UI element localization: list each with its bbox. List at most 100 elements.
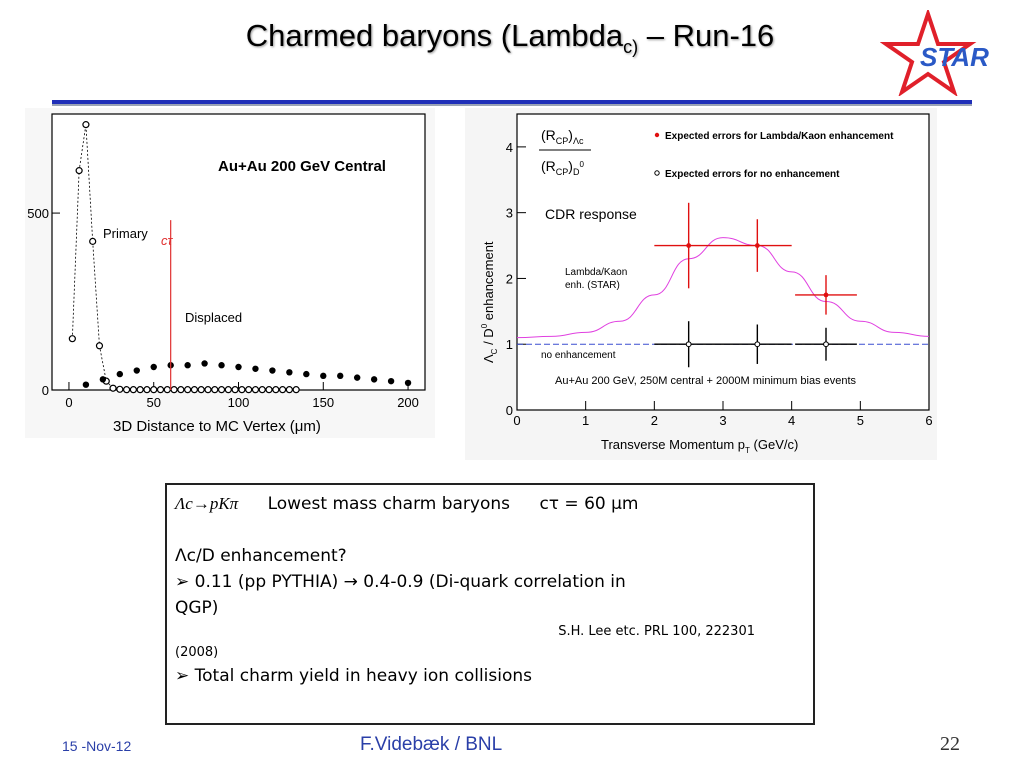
notes-line-qgp: QGP) xyxy=(175,598,219,618)
left-plot-title: Au+Au 200 GeV Central xyxy=(218,158,386,175)
left-y-tick-label: 0 xyxy=(42,383,49,398)
notes-line-decay: Λc→pKπ Lowest mass charm baryons cτ = 60… xyxy=(175,491,805,517)
right-x-tick-label: 0 xyxy=(513,413,520,428)
title-end: – Run-16 xyxy=(638,18,775,53)
right-x-tick-label: 4 xyxy=(788,413,795,428)
displaced-point xyxy=(201,360,208,367)
decay-ctau: cτ = 60 μm xyxy=(539,494,639,514)
notes-line-pythia: ➢ 0.11 (pp PYTHIA) → 0.4-0.9 (Di-quark c… xyxy=(175,572,626,592)
right-x-tick-label: 2 xyxy=(651,413,658,428)
primary-point xyxy=(292,386,300,394)
right-plot: 0 1 2 3 4 5 6 0 1 2 3 4 (RCP)Λc (RCP)D0 Expected er… xyxy=(480,113,933,455)
legend-open-marker xyxy=(654,170,660,176)
notes-reference: S.H. Lee etc. PRL 100, 222301 xyxy=(558,624,755,639)
legend-open-label: Expected errors for no enhancement xyxy=(665,169,840,180)
right-plot-frame xyxy=(516,113,930,411)
footer-page-number: 22 xyxy=(940,733,960,755)
displaced-point xyxy=(218,362,225,369)
lambda-kaon-curve xyxy=(516,237,930,339)
primary-point xyxy=(75,167,83,175)
no-enhancement-point xyxy=(685,341,692,348)
primary-point xyxy=(89,237,97,245)
legend-red-label: Expected errors for Lambda/Kaon enhancem… xyxy=(665,131,894,142)
primary-point xyxy=(136,386,144,394)
primary-point xyxy=(204,386,212,394)
primary-point xyxy=(285,386,293,394)
primary-point xyxy=(278,386,287,394)
lambda-kaon-point xyxy=(754,243,760,248)
ratio-denominator: (RCP)D0 xyxy=(541,158,584,177)
primary-point xyxy=(82,121,90,129)
primary-point xyxy=(231,386,239,394)
left-x-tick-label: 200 xyxy=(397,395,419,410)
right-plot-panel: 0 1 2 3 4 5 6 0 1 2 3 4 (RCP)Λc (RCP)D0 Expected er… xyxy=(465,108,937,460)
primary-point xyxy=(197,386,205,394)
primary-point xyxy=(238,386,246,394)
primary-point xyxy=(143,386,151,394)
displaced-point xyxy=(353,374,361,381)
title-main: Charmed baryons (Lambda xyxy=(245,18,624,53)
primary-point xyxy=(116,385,124,393)
displaced-point xyxy=(99,376,107,383)
primary-point xyxy=(265,386,273,394)
primary-point xyxy=(217,386,226,394)
displaced-point xyxy=(252,365,259,372)
displaced-point xyxy=(235,363,242,371)
right-x-tick-label: 3 xyxy=(719,413,726,428)
star-logo-text: STAR xyxy=(920,42,989,72)
right-plot-xlabel: Transverse Momentum pT (GeV/c) xyxy=(601,437,798,455)
right-x-tick-label: 1 xyxy=(582,413,589,428)
primary-point xyxy=(109,384,117,392)
displaced-point xyxy=(116,370,124,378)
primary-point xyxy=(156,386,165,394)
legend-red-marker xyxy=(654,132,660,138)
notes-line-charm-yield: ➢ Total charm yield in heavy ion collisi… xyxy=(175,666,533,686)
slide-title: Charmed baryons (Lambdac) – Run-16 xyxy=(150,18,870,58)
primary-point xyxy=(68,335,76,343)
primary-point xyxy=(163,386,171,394)
displaced-point xyxy=(150,363,157,371)
label-primary: Primary xyxy=(103,226,148,241)
no-enhancement-point xyxy=(754,341,761,348)
footer-date: 15 -Nov-12 xyxy=(62,738,132,754)
right-y-tick-label: 4 xyxy=(506,140,513,155)
notes-line-enhancement: Λc/D enhancement? xyxy=(175,546,347,566)
primary-point xyxy=(177,386,185,394)
primary-point xyxy=(190,386,199,394)
label-lambda-kaon-1: Lambda/Kaon xyxy=(565,267,627,278)
displaced-point xyxy=(337,372,344,380)
right-x-tick-label: 6 xyxy=(925,413,932,428)
decay-formula: Λc→pKπ xyxy=(175,494,239,513)
primary-point xyxy=(211,386,219,394)
primary-point xyxy=(258,386,266,394)
right-y-tick-label: 1 xyxy=(506,337,513,352)
label-no-enhancement: no enhancement xyxy=(541,350,616,361)
left-x-tick-label: 150 xyxy=(312,395,334,410)
primary-point xyxy=(224,386,232,394)
title-subscript: c) xyxy=(623,37,639,58)
label-displaced: Displaced xyxy=(185,310,242,325)
primary-point xyxy=(170,386,178,394)
displaced-point xyxy=(269,367,276,374)
right-y-tick-label: 0 xyxy=(506,403,513,418)
left-plot-xlabel: 3D Distance to MC Vertex (μm) xyxy=(113,418,321,435)
primary-point xyxy=(251,386,260,394)
primary-point xyxy=(95,342,104,350)
right-y-tick-label: 3 xyxy=(506,206,513,221)
star-logo-star-icon xyxy=(880,10,977,96)
left-x-tick-label: 0 xyxy=(65,395,72,410)
label-lambda-kaon-2: enh. (STAR) xyxy=(565,280,620,291)
displaced-point xyxy=(184,362,191,369)
primary-point xyxy=(245,386,253,394)
left-y-tick-label: 500 xyxy=(27,206,49,221)
title-divider-shadow xyxy=(52,104,972,106)
notes-reference-year: (2008) xyxy=(175,645,219,660)
left-x-tick-label: 50 xyxy=(146,395,160,410)
label-cdr-response: CDR response xyxy=(545,206,637,222)
no-enhancement-point xyxy=(823,341,829,348)
primary-point xyxy=(129,386,137,394)
left-plot-panel: 0 50 100 150 200 0 500 Au+Au 200 GeV Central P… xyxy=(25,108,435,438)
displaced-point xyxy=(320,372,327,380)
left-plot-frame xyxy=(51,113,426,391)
displaced-point xyxy=(82,381,90,388)
